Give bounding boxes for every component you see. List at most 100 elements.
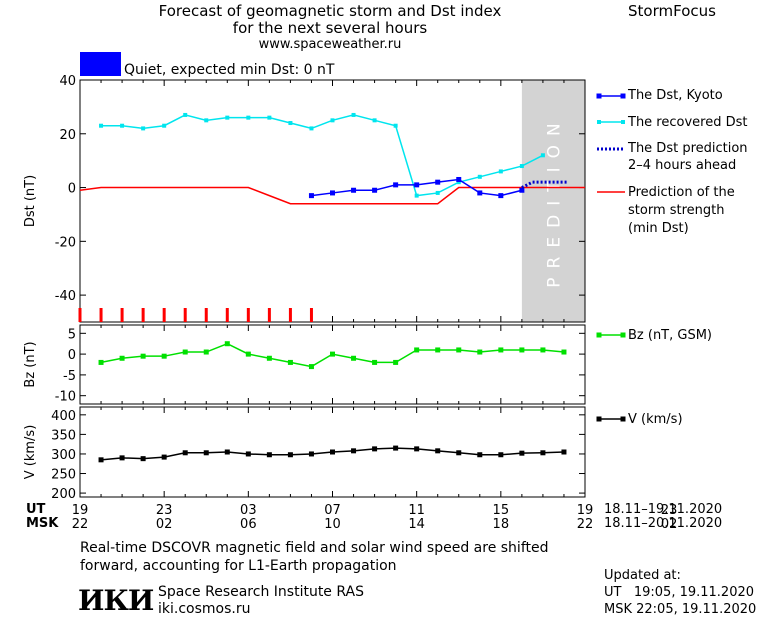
dst-kyoto-point (519, 187, 525, 193)
prediction-zone-label: PREDITION (544, 114, 564, 287)
v-point (456, 450, 462, 456)
recovered-dst-point (99, 123, 104, 128)
recovered-dst-point (246, 115, 251, 120)
recovered-dst-legend-marker (597, 120, 601, 124)
v-point (393, 445, 399, 451)
bz-point (308, 364, 314, 370)
bz-point (98, 359, 104, 365)
status-text: Quiet, expected min Dst: 0 nT (124, 62, 335, 78)
recovered-dst-point (204, 118, 209, 123)
dst-panel-frame (79, 79, 586, 323)
footer-note-line1: Real-time DSCOVR magnetic field and sola… (80, 540, 549, 556)
v-point (245, 451, 251, 457)
institute-name: Space Research Institute RAS (158, 584, 364, 600)
v-ytick-label: 300 (51, 448, 76, 463)
v-point (561, 449, 567, 455)
dst-kyoto-point (435, 179, 441, 185)
ut-tick-label: 23 (661, 503, 678, 518)
ut-tick-label: 03 (240, 503, 257, 518)
v-point (140, 456, 146, 462)
v-point (98, 457, 104, 463)
legend-recovered-dst: The recovered Dst (628, 115, 748, 130)
v-ytick-label: 350 (51, 428, 76, 443)
updated-ut: UT 19:05, 19.11.2020 (604, 585, 755, 600)
dst-kyoto-legend-marker (620, 93, 626, 99)
legend-strength-line1: Prediction of the (628, 185, 735, 200)
recovered-dst-point (141, 126, 146, 131)
v-point (477, 452, 483, 458)
v-point (540, 450, 546, 456)
bz-point (119, 355, 125, 361)
dst-axis-label: Dst (nT) (23, 175, 38, 227)
msk-tick-label: 22 (577, 517, 594, 532)
recovered-dst-point (162, 123, 167, 128)
ut-tick-label: 19 (72, 503, 89, 518)
recovered-dst-point (288, 121, 293, 126)
bz-point (435, 347, 441, 353)
dst-kyoto-legend-marker (596, 93, 602, 99)
v-point (266, 452, 272, 458)
ut-date-range: 18.11–19.11.2020 (604, 502, 723, 517)
bz-ytick-label: -10 (55, 390, 76, 405)
bz-point (372, 359, 378, 365)
recovered-dst-point (351, 112, 356, 117)
bz-legend-marker (620, 332, 626, 338)
v-legend-marker (596, 416, 602, 422)
legend-strength-line2: storm strength (628, 203, 725, 218)
bz-point (540, 347, 546, 353)
bz-point (330, 351, 335, 357)
bz-point (287, 359, 293, 365)
recovered-dst-point (414, 193, 419, 198)
v-point (330, 449, 335, 455)
dst-kyoto-point (477, 190, 483, 196)
ut-tick-label: 11 (408, 503, 425, 518)
legend-prediction-line2: 2–4 hours ahead (628, 158, 737, 173)
recovered-dst-line (101, 114, 544, 197)
msk-date-range: 18.11–20.11.2020 (604, 516, 723, 531)
recovered-dst-point (120, 123, 125, 128)
prediction-zone (521, 80, 585, 322)
recovered-dst-point (309, 126, 314, 131)
dst-kyoto-point (393, 182, 399, 188)
v-point (119, 455, 125, 461)
bz-panel-frame (79, 324, 586, 405)
bz-point (498, 347, 504, 353)
ut-tick-label: 07 (324, 503, 341, 518)
v-point (519, 450, 525, 456)
recovered-dst-point (540, 153, 545, 158)
footer-note-line2: forward, accounting for L1-Earth propaga… (80, 558, 397, 574)
v-point (287, 452, 293, 458)
chart-title-line2: for the next several hours (232, 19, 428, 37)
recovered-dst-point (267, 115, 272, 120)
v-point (414, 446, 420, 452)
v-point (182, 450, 188, 456)
storm-strength-line (79, 186, 585, 205)
brand-name: StormFocus (628, 2, 716, 20)
dst-ytick-label: -20 (55, 235, 76, 250)
recovered-dst-point (435, 190, 440, 195)
dst-ytick-label: -40 (55, 289, 76, 304)
bz-point (519, 347, 525, 353)
v-ytick-label: 250 (51, 468, 76, 483)
bz-point (456, 347, 462, 353)
dst-ytick-label: 0 (68, 182, 76, 197)
bz-point (561, 349, 567, 355)
v-point (161, 454, 167, 460)
recovered-dst-point (183, 112, 188, 117)
chart-title-line1: Forecast of geomagnetic storm and Dst in… (158, 2, 502, 20)
dst-kyoto-point (308, 193, 314, 199)
dst-kyoto-point (498, 193, 504, 199)
legend-bz: Bz (nT, GSM) (628, 328, 713, 343)
bz-point (224, 341, 230, 347)
recovered-dst-point (519, 164, 524, 169)
dst-kyoto-point (456, 176, 462, 182)
legend-v: V (km/s) (628, 412, 683, 427)
v-ytick-label: 200 (51, 487, 76, 502)
recovered-dst-point (330, 118, 335, 123)
msk-tick-label: 06 (240, 517, 257, 532)
msk-tick-label: 22 (72, 517, 89, 532)
iki-logo: ИКИ (78, 584, 154, 617)
updated-msk: MSK 22:05, 19.11.2020 (604, 602, 757, 617)
institute-site: iki.cosmos.ru (158, 601, 251, 617)
